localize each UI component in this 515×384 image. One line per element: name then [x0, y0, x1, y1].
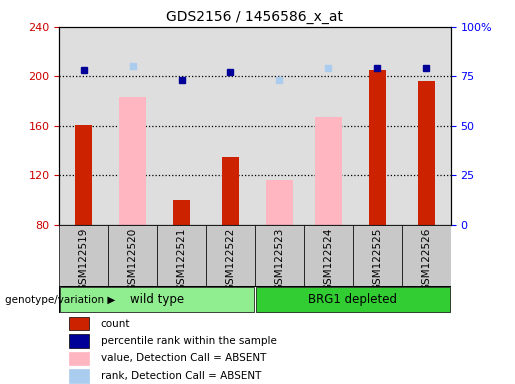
Bar [402, 225, 451, 286]
Bar [59, 225, 108, 286]
Bar [222, 157, 239, 225]
Bar [353, 225, 402, 286]
Bar [69, 369, 90, 382]
Bar [60, 287, 254, 312]
Bar [255, 27, 304, 225]
Bar [108, 27, 157, 225]
Text: GSM122520: GSM122520 [128, 228, 138, 291]
Text: wild type: wild type [130, 293, 184, 306]
Text: percentile rank within the sample: percentile rank within the sample [101, 336, 277, 346]
Bar [75, 124, 92, 225]
Bar [69, 317, 90, 330]
Bar [304, 225, 353, 286]
Bar [69, 334, 90, 348]
Bar [206, 27, 255, 225]
Text: GSM122526: GSM122526 [421, 228, 431, 291]
Bar [119, 97, 146, 225]
Bar [256, 287, 450, 312]
Bar [353, 27, 402, 225]
Bar [402, 27, 451, 225]
Bar [108, 225, 157, 286]
Text: genotype/variation ▶: genotype/variation ▶ [5, 295, 115, 305]
Bar [157, 225, 206, 286]
Text: GSM122524: GSM122524 [323, 228, 333, 291]
Bar [304, 27, 353, 225]
Text: GSM122522: GSM122522 [226, 228, 235, 291]
Text: GSM122523: GSM122523 [274, 228, 284, 291]
Bar [173, 200, 190, 225]
Text: GSM122519: GSM122519 [79, 228, 89, 291]
Bar [69, 352, 90, 365]
Text: BRG1 depleted: BRG1 depleted [308, 293, 397, 306]
Bar [369, 70, 386, 225]
Bar [266, 180, 293, 225]
Text: GSM122525: GSM122525 [372, 228, 382, 291]
Bar [59, 27, 108, 225]
Bar [157, 27, 206, 225]
Bar [206, 225, 255, 286]
Title: GDS2156 / 1456586_x_at: GDS2156 / 1456586_x_at [166, 10, 344, 25]
Text: GSM122521: GSM122521 [177, 228, 186, 291]
Bar [418, 81, 435, 225]
Text: count: count [101, 318, 130, 329]
Bar [315, 117, 342, 225]
Text: rank, Detection Call = ABSENT: rank, Detection Call = ABSENT [101, 371, 261, 381]
Text: value, Detection Call = ABSENT: value, Detection Call = ABSENT [101, 353, 266, 364]
Bar [255, 225, 304, 286]
